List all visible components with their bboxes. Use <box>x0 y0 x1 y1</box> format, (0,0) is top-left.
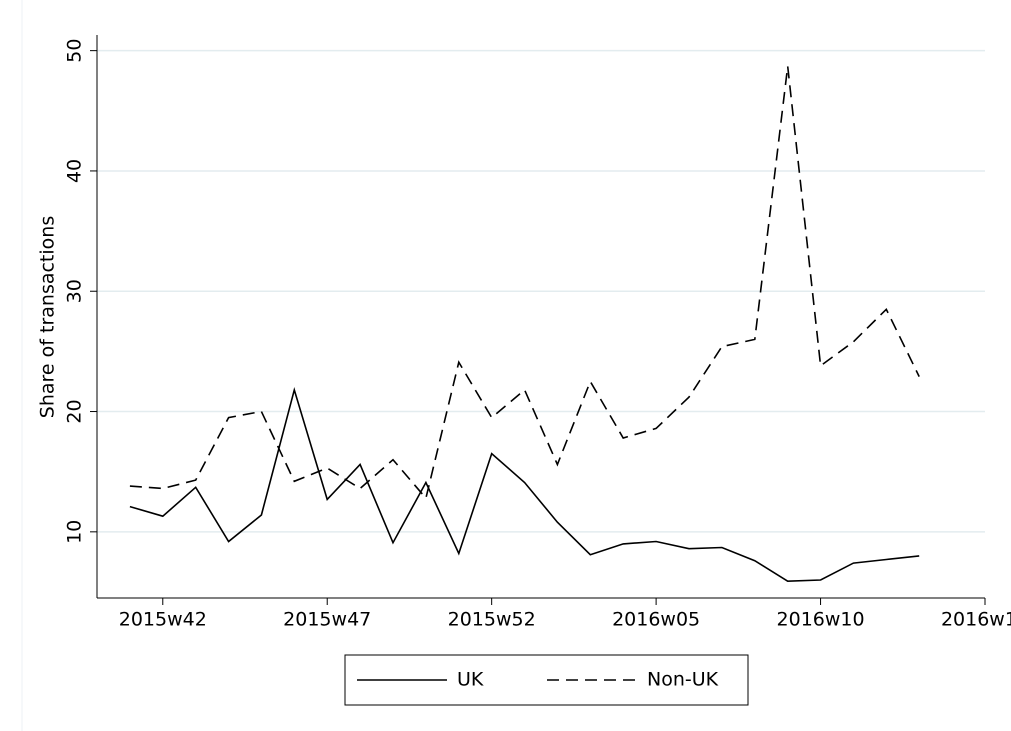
x-tick-label: 2016w15 <box>941 609 1011 631</box>
legend-label: UK <box>457 669 484 691</box>
y-tick-label: 30 <box>64 279 86 303</box>
y-tick-label: 50 <box>64 39 86 63</box>
y-tick-label: 20 <box>64 399 86 423</box>
y-axis-label: Share of transactions <box>37 216 59 418</box>
x-tick-label: 2016w05 <box>612 609 700 631</box>
legend-label: Non-UK <box>647 669 719 691</box>
x-tick-label: 2016w10 <box>777 609 865 631</box>
x-tick-label: 2015w42 <box>119 609 207 631</box>
x-tick-label: 2015w47 <box>283 609 371 631</box>
series-line <box>129 386 920 583</box>
y-tick-label: 10 <box>64 520 86 544</box>
y-tick-label: 40 <box>64 159 86 183</box>
x-tick-label: 2015w52 <box>448 609 536 631</box>
